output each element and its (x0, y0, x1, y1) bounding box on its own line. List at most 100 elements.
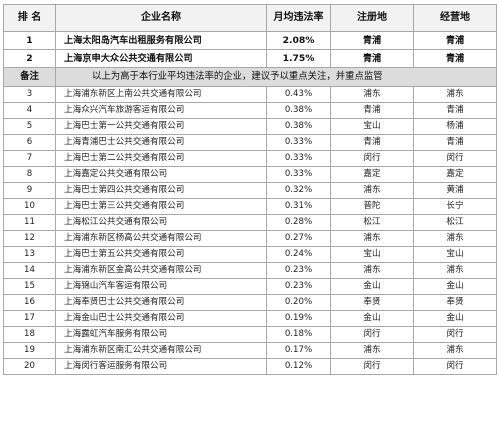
table-row: 7 上海巴士第二公共交通有限公司 0.33% 闵行 闵行 (3, 150, 497, 167)
rank-cell: 15 (3, 278, 56, 295)
note-text: 以上为高于本行业平均违法率的企业，建议予以重点关注，并重点监管 (55, 67, 497, 87)
rate-cell: 0.33% (266, 134, 331, 151)
rate-cell: 0.12% (266, 358, 331, 375)
operating-cell: 青浦 (413, 134, 497, 151)
registered-cell: 浦东 (330, 182, 414, 199)
rank-cell: 17 (3, 310, 56, 327)
company-name-cell: 上海奉贤巴士公共交通有限公司 (55, 294, 267, 311)
table-row: 1 上海太阳岛汽车出租服务有限公司 2.08% 青浦 青浦 (3, 31, 497, 50)
rate-cell: 0.19% (266, 310, 331, 327)
rank-cell: 11 (3, 214, 56, 231)
registered-cell: 浦东 (330, 86, 414, 103)
table-row: 14 上海浦东新区金高公共交通有限公司 0.23% 浦东 浦东 (3, 262, 497, 279)
company-name-cell: 上海松江公共交通有限公司 (55, 214, 267, 231)
rate-cell: 0.18% (266, 326, 331, 343)
company-name-cell: 上海太阳岛汽车出租服务有限公司 (55, 31, 267, 50)
note-label: 备注 (3, 67, 56, 87)
company-name-cell: 上海众兴汽车旅游客运有限公司 (55, 102, 267, 119)
table-row: 17 上海金山巴士公共交通有限公司 0.19% 金山 金山 (3, 310, 497, 327)
registered-cell: 金山 (330, 278, 414, 295)
operating-cell: 浦东 (413, 262, 497, 279)
company-name-cell: 上海青浦巴士公共交通有限公司 (55, 134, 267, 151)
registered-cell: 闵行 (330, 150, 414, 167)
operating-cell: 嘉定 (413, 166, 497, 183)
registered-cell: 青浦 (330, 102, 414, 119)
table-row: 12 上海浦东新区杨高公共交通有限公司 0.27% 浦东 浦东 (3, 230, 497, 247)
registered-cell: 松江 (330, 214, 414, 231)
rank-cell: 8 (3, 166, 56, 183)
company-name-cell: 上海浦东新区杨高公共交通有限公司 (55, 230, 267, 247)
registered-cell: 浦东 (330, 230, 414, 247)
table-row: 4 上海众兴汽车旅游客运有限公司 0.38% 青浦 青浦 (3, 102, 497, 119)
company-name-cell: 上海巴士第五公共交通有限公司 (55, 246, 267, 263)
operating-cell: 青浦 (413, 102, 497, 119)
rank-cell: 2 (3, 49, 56, 68)
table-row: 13 上海巴士第五公共交通有限公司 0.24% 宝山 宝山 (3, 246, 497, 263)
operating-cell: 闵行 (413, 326, 497, 343)
company-name-cell: 上海浦东新区金高公共交通有限公司 (55, 262, 267, 279)
rate-cell: 0.23% (266, 278, 331, 295)
company-name-cell: 上海巴士第一公共交通有限公司 (55, 118, 267, 135)
table-row: 6 上海青浦巴士公共交通有限公司 0.33% 青浦 青浦 (3, 134, 497, 151)
registered-cell: 青浦 (330, 31, 414, 50)
rank-cell: 18 (3, 326, 56, 343)
header-company-name: 企业名称 (55, 4, 267, 32)
table-row: 16 上海奉贤巴士公共交通有限公司 0.20% 奉贤 奉贤 (3, 294, 497, 311)
company-name-cell: 上海金山巴士公共交通有限公司 (55, 310, 267, 327)
rate-cell: 0.20% (266, 294, 331, 311)
header-rank: 排 名 (3, 4, 56, 32)
rank-cell: 12 (3, 230, 56, 247)
table-row: 20 上海闵行客运服务有限公司 0.12% 闵行 闵行 (3, 358, 497, 375)
rate-cell: 1.75% (266, 49, 331, 68)
company-name-cell: 上海浦东新区上南公共交通有限公司 (55, 86, 267, 103)
operating-cell: 黄浦 (413, 182, 497, 199)
company-name-cell: 上海巴士第四公共交通有限公司 (55, 182, 267, 199)
operating-cell: 宝山 (413, 246, 497, 263)
rate-cell: 0.28% (266, 214, 331, 231)
rate-cell: 0.38% (266, 102, 331, 119)
rank-cell: 5 (3, 118, 56, 135)
header-monthly-rate: 月均违法率 (266, 4, 331, 32)
operating-cell: 长宁 (413, 198, 497, 215)
company-name-cell: 上海闵行客运服务有限公司 (55, 358, 267, 375)
rank-cell: 13 (3, 246, 56, 263)
header-row: 排 名 企业名称 月均违法率 注册地 经营地 (3, 4, 497, 32)
rank-cell: 4 (3, 102, 56, 119)
rank-cell: 3 (3, 86, 56, 103)
table-row: 19 上海浦东新区南汇公共交通有限公司 0.17% 浦东 浦东 (3, 342, 497, 359)
table-row: 5 上海巴士第一公共交通有限公司 0.38% 宝山 杨浦 (3, 118, 497, 135)
rate-cell: 0.43% (266, 86, 331, 103)
rate-cell: 0.23% (266, 262, 331, 279)
table-row: 18 上海露虹汽车服务有限公司 0.18% 闵行 闵行 (3, 326, 497, 343)
registered-cell: 闵行 (330, 326, 414, 343)
operating-cell: 青浦 (413, 49, 497, 68)
rank-cell: 7 (3, 150, 56, 167)
operating-cell: 浦东 (413, 342, 497, 359)
operating-cell: 杨浦 (413, 118, 497, 135)
table-row: 2 上海京申大众公共交通有限公司 1.75% 青浦 青浦 (3, 49, 497, 68)
operating-cell: 青浦 (413, 31, 497, 50)
rank-cell: 19 (3, 342, 56, 359)
rate-cell: 0.33% (266, 166, 331, 183)
table-body: 1 上海太阳岛汽车出租服务有限公司 2.08% 青浦 青浦 2 上海京申大众公共… (3, 31, 497, 375)
operating-cell: 浦东 (413, 230, 497, 247)
rank-cell: 14 (3, 262, 56, 279)
company-name-cell: 上海巴士第二公共交通有限公司 (55, 150, 267, 167)
operating-cell: 金山 (413, 310, 497, 327)
table-row: 9 上海巴士第四公共交通有限公司 0.32% 浦东 黄浦 (3, 182, 497, 199)
rank-cell: 16 (3, 294, 56, 311)
operating-cell: 闵行 (413, 150, 497, 167)
registered-cell: 闵行 (330, 358, 414, 375)
registered-cell: 宝山 (330, 246, 414, 263)
company-name-cell: 上海锦山汽车客运有限公司 (55, 278, 267, 295)
rank-cell: 10 (3, 198, 56, 215)
registered-cell: 普陀 (330, 198, 414, 215)
company-name-cell: 上海巴士第三公共交通有限公司 (55, 198, 267, 215)
operating-cell: 闵行 (413, 358, 497, 375)
table-row: 3 上海浦东新区上南公共交通有限公司 0.43% 浦东 浦东 (3, 86, 497, 103)
registered-cell: 宝山 (330, 118, 414, 135)
header-operating-location: 经营地 (413, 4, 497, 32)
registered-cell: 青浦 (330, 49, 414, 68)
operating-cell: 松江 (413, 214, 497, 231)
